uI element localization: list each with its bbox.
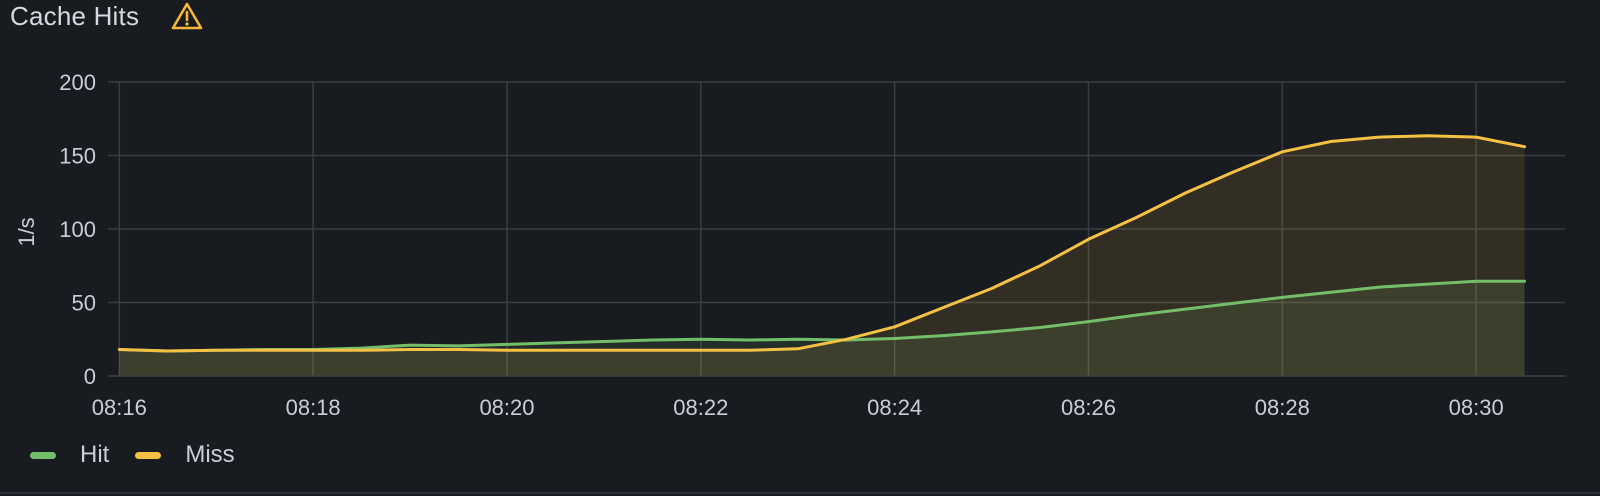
x-tick-label: 08:20 — [479, 395, 534, 420]
x-tick-label: 08:26 — [1061, 395, 1116, 420]
y-tick-label: 200 — [59, 70, 96, 95]
y-tick-label: 150 — [59, 144, 96, 169]
panel-title[interactable]: Cache Hits — [10, 0, 140, 31]
legend-item-miss[interactable]: Miss — [135, 441, 235, 469]
panel-header: Cache Hits — [10, 0, 203, 32]
warning-triangle-icon[interactable] — [171, 1, 203, 31]
legend-label: Miss — [185, 441, 235, 468]
legend-item-hit[interactable]: Hit — [30, 441, 109, 469]
x-tick-label: 08:30 — [1449, 395, 1504, 420]
y-tick-label: 50 — [72, 291, 96, 316]
series-line-hit — [117, 279, 1527, 353]
series-line-miss — [117, 134, 1527, 353]
legend-swatch — [135, 451, 162, 459]
series-area-hit — [119, 281, 1525, 376]
x-tick-label: 08:16 — [92, 395, 147, 420]
series-area-miss — [119, 135, 1525, 376]
y-axis-label: 1/s — [14, 217, 39, 246]
legend-label: Hit — [80, 441, 110, 468]
x-tick-label: 08:22 — [673, 395, 728, 420]
chart-legend: Hit Miss — [30, 441, 235, 469]
x-tick-label: 08:24 — [867, 395, 922, 420]
y-tick-label: 100 — [59, 217, 96, 242]
legend-swatch — [30, 451, 56, 459]
time-series-chart[interactable]: 0 50 100 150 200 08:16 08:18 08:20 08:22 08:24 08:… — [0, 0, 1600, 440]
y-tick-label: 0 — [84, 364, 96, 389]
x-tick-label: 08:18 — [286, 395, 341, 420]
x-tick-label: 08:28 — [1255, 395, 1310, 420]
